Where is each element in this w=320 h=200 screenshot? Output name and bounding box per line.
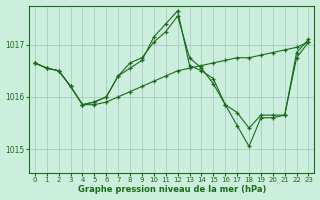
X-axis label: Graphe pression niveau de la mer (hPa): Graphe pression niveau de la mer (hPa) [77, 185, 266, 194]
